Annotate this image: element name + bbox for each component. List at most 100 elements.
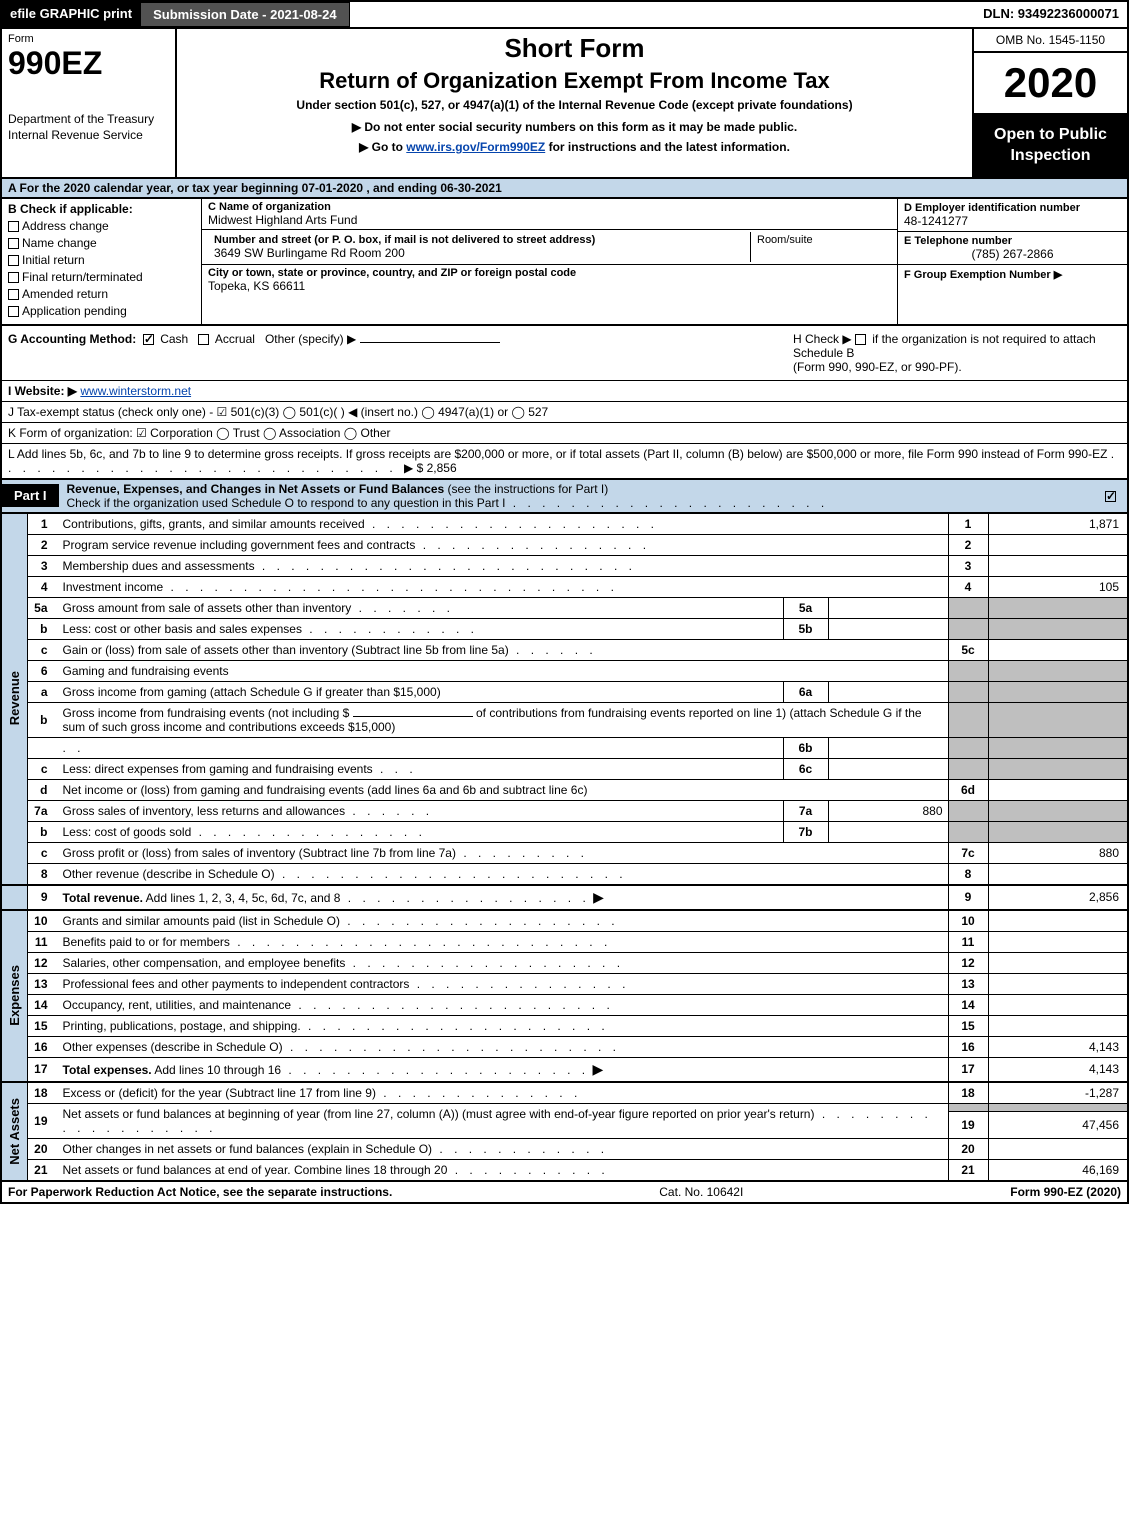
grey-cell xyxy=(988,681,1128,702)
check-application-pending[interactable]: Application pending xyxy=(8,304,195,318)
line-8-num: 8 xyxy=(28,863,58,885)
org-address: 3649 SW Burlingame Rd Room 200 xyxy=(214,246,744,260)
line-20-linenum: 20 xyxy=(948,1138,988,1159)
g-cash: Cash xyxy=(160,332,188,346)
line-6a-desc: Gross income from gaming (attach Schedul… xyxy=(58,681,784,702)
line-6a-num: a xyxy=(28,681,58,702)
suite-cell: Room/suite xyxy=(751,232,891,262)
goto-pre: ▶ Go to xyxy=(359,140,406,154)
checkbox-icon xyxy=(198,334,209,345)
grey-cell xyxy=(988,660,1128,681)
line-19-linenum: 19 xyxy=(948,1112,988,1138)
line-2-linenum: 2 xyxy=(948,534,988,555)
grey-cell xyxy=(988,758,1128,779)
l-text: L Add lines 5b, 6c, and 7b to line 9 to … xyxy=(8,447,1107,461)
c-city-row: City or town, state or province, country… xyxy=(202,265,897,295)
line-12-val xyxy=(988,952,1128,973)
line-15-val xyxy=(988,1015,1128,1036)
line-2-num: 2 xyxy=(28,534,58,555)
grey-cell xyxy=(948,681,988,702)
line-18-num: 18 xyxy=(28,1082,58,1104)
header-right: OMB No. 1545-1150 2020 Open to Public In… xyxy=(972,29,1127,177)
h-schedule-b: H Check ▶ if the organization is not req… xyxy=(787,326,1127,380)
line-12-linenum: 12 xyxy=(948,952,988,973)
dln: DLN: 93492236000071 xyxy=(975,2,1127,27)
check-final-return[interactable]: Final return/terminated xyxy=(8,270,195,284)
line-6b-subval xyxy=(828,737,948,758)
line-14-num: 14 xyxy=(28,994,58,1015)
line-7c-num: c xyxy=(28,842,58,863)
line-2-val xyxy=(988,534,1128,555)
line-15-num: 15 xyxy=(28,1015,58,1036)
line-1-desc: Contributions, gifts, grants, and simila… xyxy=(58,514,949,535)
grey-cell xyxy=(988,702,1128,737)
addr-cell: Number and street (or P. O. box, if mail… xyxy=(208,232,751,262)
line-16-desc: Other expenses (describe in Schedule O) … xyxy=(58,1036,949,1057)
part-1-check-text: Check if the organization used Schedule … xyxy=(67,496,506,510)
line-7a-subval: 880 xyxy=(828,800,948,821)
website-link[interactable]: www.winterstorm.net xyxy=(80,384,191,398)
line-10-linenum: 10 xyxy=(948,910,988,932)
checkbox-icon xyxy=(8,289,19,300)
c-name-label: C Name of organization xyxy=(208,201,891,213)
irs-label: Internal Revenue Service xyxy=(8,128,143,142)
grey-cell xyxy=(948,758,988,779)
line-6d-val xyxy=(988,779,1128,800)
g-other: Other (specify) ▶ xyxy=(265,332,356,346)
e-phone-row: E Telephone number (785) 267-2866 xyxy=(898,232,1127,265)
addr-label: Number and street (or P. O. box, if mail… xyxy=(214,234,744,246)
line-7a-num: 7a xyxy=(28,800,58,821)
line-6-num: 6 xyxy=(28,660,58,681)
line-11-val xyxy=(988,931,1128,952)
line-8-val xyxy=(988,863,1128,885)
line-18-linenum: 18 xyxy=(948,1082,988,1104)
form-org-text: K Form of organization: ☑ Corporation ◯ … xyxy=(8,426,391,440)
line-6a-subval xyxy=(828,681,948,702)
h-forms: (Form 990, 990-EZ, or 990-PF). xyxy=(793,360,962,374)
page-footer: For Paperwork Reduction Act Notice, see … xyxy=(0,1181,1129,1204)
check-address-change[interactable]: Address change xyxy=(8,219,195,233)
irs-link[interactable]: www.irs.gov/Form990EZ xyxy=(406,140,545,154)
revenue-side-label: Revenue xyxy=(1,514,28,885)
part-1-header: Part I Revenue, Expenses, and Changes in… xyxy=(0,480,1129,514)
line-15-desc: Printing, publications, postage, and shi… xyxy=(58,1015,949,1036)
check-amended-return[interactable]: Amended return xyxy=(8,287,195,301)
line-13-num: 13 xyxy=(28,973,58,994)
check-name-change[interactable]: Name change xyxy=(8,236,195,250)
part-1-checkbox[interactable] xyxy=(1105,488,1127,504)
footer-form-ref: Form 990-EZ (2020) xyxy=(1010,1185,1121,1199)
grey-cell xyxy=(988,597,1128,618)
grey-cell xyxy=(948,597,988,618)
city-label: City or town, state or province, country… xyxy=(208,267,891,279)
line-21-linenum: 21 xyxy=(948,1159,988,1180)
dept-treasury: Department of the Treasury xyxy=(8,112,154,126)
goto-notice: ▶ Go to www.irs.gov/Form990EZ for instru… xyxy=(187,140,962,154)
line-12-desc: Salaries, other compensation, and employ… xyxy=(58,952,949,973)
line-5a-num: 5a xyxy=(28,597,58,618)
line-18-val: -1,287 xyxy=(988,1082,1128,1104)
line-5c-num: c xyxy=(28,639,58,660)
checkbox-icon xyxy=(8,238,19,249)
g-label: G Accounting Method: xyxy=(8,332,136,346)
line-3-num: 3 xyxy=(28,555,58,576)
line-6b-desc-cont: . . xyxy=(58,737,784,758)
efile-graphic-print[interactable]: efile GRAPHIC print xyxy=(2,2,140,27)
grey-cell xyxy=(948,821,988,842)
phone-value: (785) 267-2866 xyxy=(904,247,1121,261)
line-17-num: 17 xyxy=(28,1057,58,1082)
check-initial-return[interactable]: Initial return xyxy=(8,253,195,267)
part-1-title-bold: Revenue, Expenses, and Changes in Net As… xyxy=(67,482,445,496)
form-number: 990EZ xyxy=(8,45,169,82)
checkbox-checked-icon xyxy=(1105,491,1116,502)
tax-year: 2020 xyxy=(974,53,1127,115)
line-5a-subval xyxy=(828,597,948,618)
row-a-tax-year: A For the 2020 calendar year, or tax yea… xyxy=(0,179,1129,199)
col-c-org-info: C Name of organization Midwest Highland … xyxy=(202,199,897,324)
line-6a-sub: 6a xyxy=(783,681,828,702)
line-1-linenum: 1 xyxy=(948,514,988,535)
l-gross-receipts: L Add lines 5b, 6c, and 7b to line 9 to … xyxy=(0,444,1129,480)
line-18-desc: Excess or (deficit) for the year (Subtra… xyxy=(58,1082,949,1104)
under-section: Under section 501(c), 527, or 4947(a)(1)… xyxy=(187,98,962,112)
goto-post: for instructions and the latest informat… xyxy=(545,140,790,154)
grey-cell xyxy=(988,618,1128,639)
